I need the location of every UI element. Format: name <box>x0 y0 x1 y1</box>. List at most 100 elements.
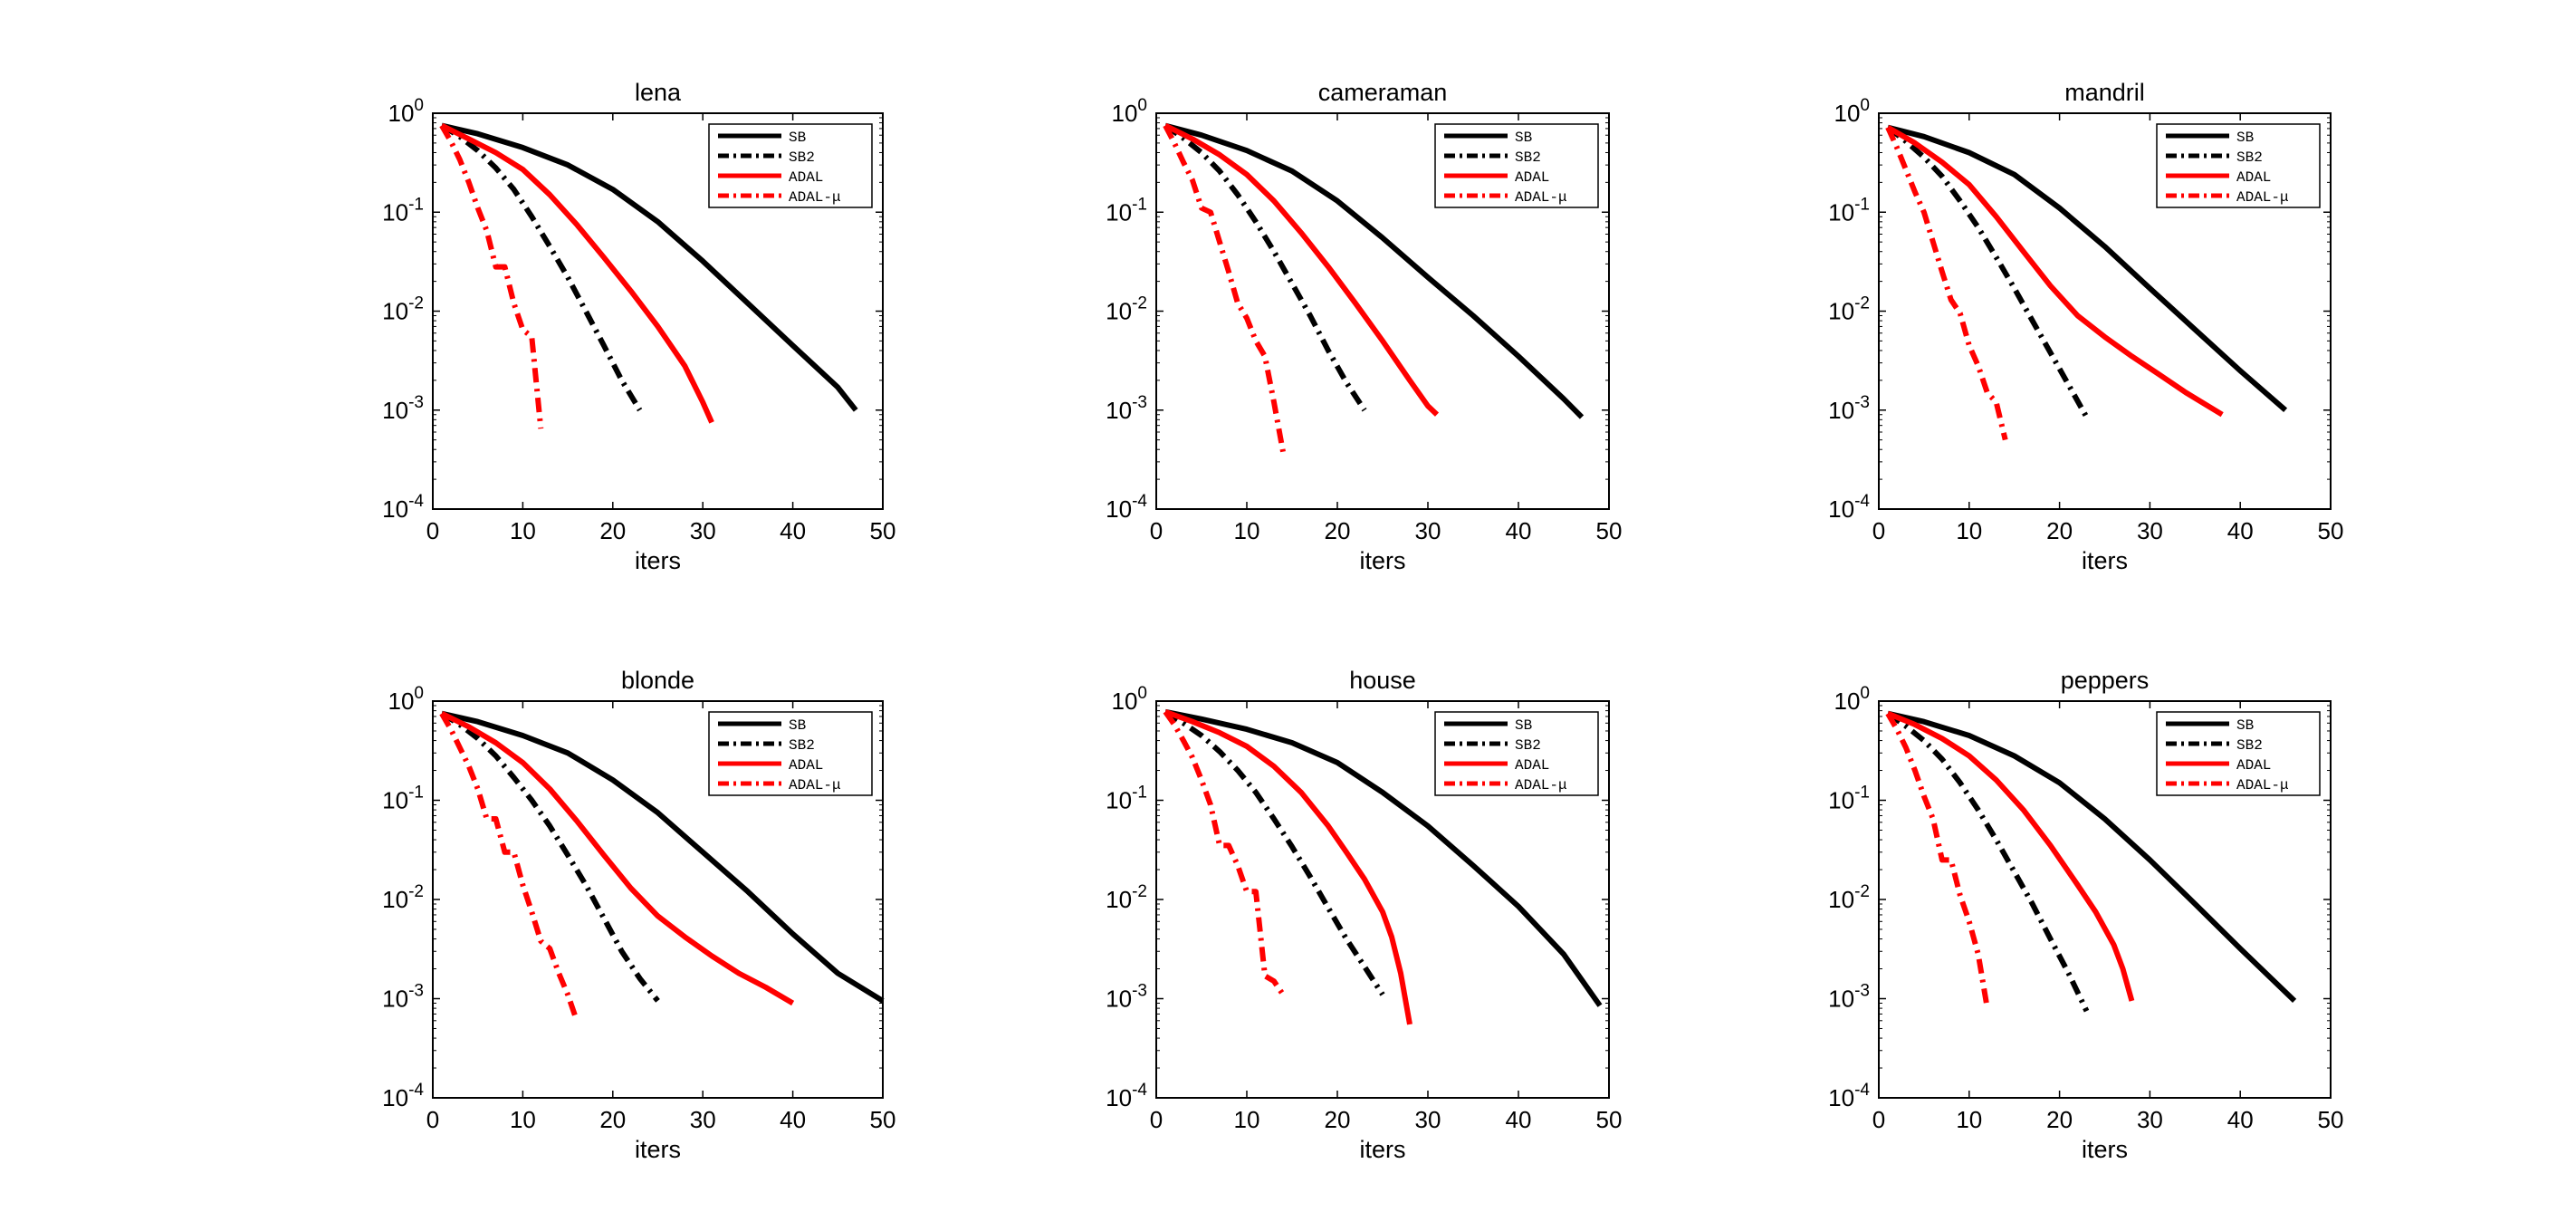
y-tick-label: 10-4 <box>1106 1081 1147 1111</box>
series-line-ADAL-μ <box>1885 712 1990 1009</box>
legend-entry: SB2 <box>2236 737 2263 754</box>
series-line-SB2 <box>440 711 660 1003</box>
y-tick-label: 10-1 <box>382 784 424 814</box>
legend: SB SB2 ADAL ADAL-μ <box>2156 123 2321 208</box>
x-tick-label: 40 <box>2227 517 2254 544</box>
x-tick-label: 40 <box>1506 1106 1532 1133</box>
legend-entry: SB <box>789 717 806 734</box>
x-tick-label: 10 <box>1956 517 1982 544</box>
x-axis-label: iters <box>1359 547 1405 574</box>
legend-entry: ADAL <box>2236 169 2271 186</box>
legend-entry: SB <box>2236 717 2254 734</box>
chart-title: blonde <box>621 667 694 694</box>
x-tick-label: 30 <box>1415 517 1441 544</box>
chart-title: peppers <box>2061 667 2150 694</box>
series-line-SB <box>1887 710 2297 1004</box>
x-tick-label: 30 <box>2137 1106 2163 1133</box>
subplot-mandril: 0 10 20 30 40 50 100 10-1 10-2 10-3 10-4 mandril ite… <box>1828 79 2343 574</box>
x-tick-label: 0 <box>1150 517 1163 544</box>
x-tick-label: 50 <box>2318 517 2344 544</box>
series-line-SB2 <box>1886 125 2090 418</box>
x-tick-label: 10 <box>510 1106 536 1133</box>
chart-title: mandril <box>2064 79 2145 106</box>
x-tick-label: 50 <box>2318 1106 2344 1133</box>
x-axis-label: iters <box>635 1136 681 1163</box>
x-tick-label: 0 <box>1150 1106 1163 1133</box>
x-tick-label: 20 <box>1325 1106 1351 1133</box>
chart-title: cameraman <box>1318 79 1448 106</box>
y-tick-label: 10-1 <box>1828 784 1870 814</box>
series-line-ADAL <box>1886 710 2135 1002</box>
x-axis-label: iters <box>1359 1136 1405 1163</box>
legend-entry: ADAL-μ <box>1515 189 1567 206</box>
series-line-SB <box>1164 708 1603 1007</box>
x-axis-label: iters <box>635 547 681 574</box>
subplot-cameraman: 0 10 20 30 40 50 100 10-1 10-2 10-3 10-4 cameraman i… <box>1106 79 1622 574</box>
x-tick-label: 10 <box>1234 1106 1260 1133</box>
y-tick-label: 10-3 <box>1106 982 1147 1013</box>
legend-entry: SB <box>2236 130 2254 146</box>
y-tick-label: 100 <box>1112 684 1148 715</box>
series-line-SB <box>441 710 885 1004</box>
legend-entry: ADAL-μ <box>2236 777 2289 793</box>
series-line-ADAL <box>1886 125 2224 418</box>
x-tick-label: 20 <box>1325 517 1351 544</box>
x-tick-label: 0 <box>1872 517 1885 544</box>
y-tick-label: 10-4 <box>1828 492 1870 523</box>
x-tick-label: 40 <box>780 1106 806 1133</box>
series-line-ADAL <box>1164 708 1412 1025</box>
series-line-SB2 <box>440 123 643 412</box>
series-line-ADAL <box>440 711 795 1006</box>
x-tick-label: 40 <box>780 517 806 544</box>
x-tick-label: 20 <box>599 517 626 544</box>
legend-entry: SB2 <box>789 149 815 166</box>
legend-entry: SB <box>1515 130 1532 146</box>
legend-entry: SB2 <box>1515 149 1541 166</box>
series-line-ADAL-μ <box>1885 126 2008 441</box>
x-axis-label: iters <box>2082 1136 2128 1163</box>
y-tick-label: 10-4 <box>382 492 424 523</box>
y-tick-label: 10-3 <box>382 393 424 424</box>
y-tick-label: 100 <box>1834 684 1871 715</box>
legend: SB SB2 ADAL ADAL-μ <box>2156 711 2321 796</box>
x-tick-label: 10 <box>510 517 536 544</box>
y-tick-label: 10-3 <box>1828 982 1870 1013</box>
x-tick-label: 20 <box>2046 1106 2073 1133</box>
x-tick-label: 50 <box>870 1106 896 1133</box>
y-tick-label: 10-1 <box>1828 195 1870 226</box>
x-tick-label: 20 <box>2046 517 2073 544</box>
x-tick-label: 0 <box>426 1106 439 1133</box>
y-tick-label: 10-4 <box>1828 1081 1870 1111</box>
y-tick-label: 10-2 <box>1106 882 1147 913</box>
y-tick-label: 10-3 <box>382 982 424 1013</box>
y-tick-label: 10-1 <box>1106 784 1147 814</box>
y-tick-label: 10-3 <box>1828 393 1870 424</box>
legend-entry: ADAL <box>789 757 823 774</box>
legend: SB SB2 ADAL ADAL-μ <box>1434 123 1599 208</box>
x-tick-label: 30 <box>2137 517 2163 544</box>
y-tick-label: 100 <box>1834 96 1871 127</box>
x-axis-label: iters <box>2082 547 2128 574</box>
legend-entry: ADAL <box>789 169 823 186</box>
x-tick-label: 20 <box>599 1106 626 1133</box>
legend-entry: SB2 <box>789 737 815 754</box>
series-line-SB2 <box>1886 711 2090 1013</box>
x-tick-label: 50 <box>1596 517 1623 544</box>
y-tick-label: 10-3 <box>1106 393 1147 424</box>
legend-entry: ADAL <box>1515 757 1549 774</box>
x-tick-label: 30 <box>690 517 716 544</box>
series-line-ADAL-μ <box>1163 124 1286 453</box>
x-tick-label: 40 <box>1506 517 1532 544</box>
y-tick-label: 10-2 <box>1106 294 1147 325</box>
subplot-lena: 0 10 20 30 40 50 100 10-1 10-2 10-3 10-4 lena iters S… <box>382 79 895 574</box>
y-tick-label: 10-2 <box>382 882 424 913</box>
legend-entry: SB2 <box>2236 149 2263 166</box>
x-tick-label: 50 <box>1596 1106 1623 1133</box>
series-line-ADAL <box>440 122 714 424</box>
series-line-SB <box>441 122 858 412</box>
y-tick-label: 10-1 <box>382 195 424 226</box>
x-tick-label: 40 <box>2227 1106 2254 1133</box>
x-tick-label: 30 <box>1415 1106 1441 1133</box>
y-tick-label: 100 <box>388 96 425 127</box>
